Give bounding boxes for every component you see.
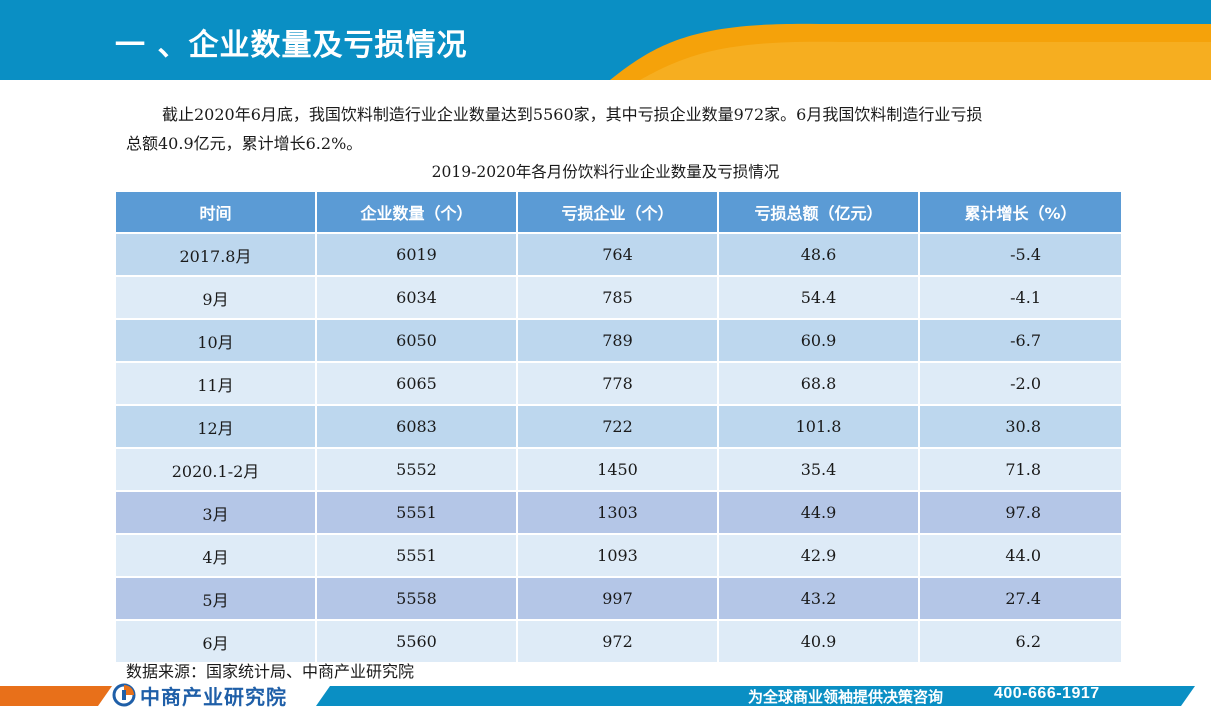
table-row: 2020.1-2月 5552 1450 35.4 71.8 — [116, 447, 1121, 491]
cell-loss-companies: 1303 — [517, 490, 719, 534]
cell-loss-companies: 722 — [517, 404, 719, 448]
cell-company-count: 5558 — [316, 576, 518, 620]
cell-time: 9月 — [116, 275, 317, 319]
table-row: 2017.8月 6019 764 48.6 -5.4 — [116, 232, 1121, 276]
cell-loss-companies: 1450 — [517, 447, 719, 491]
column-header-total-loss: 亏损总额（亿元） — [718, 192, 920, 233]
cell-time: 4月 — [116, 533, 317, 577]
cell-total-loss: 54.4 — [718, 275, 920, 319]
footer-bar — [0, 682, 1211, 716]
cell-company-count: 5560 — [316, 619, 518, 662]
cell-company-count: 6019 — [316, 232, 518, 276]
data-table: 时间 企业数量（个） 亏损企业（个） 亏损总额（亿元） 累计增长（%） 2017… — [116, 192, 1121, 662]
cell-cumulative-growth: 27.4 — [919, 576, 1121, 620]
cell-loss-companies: 764 — [517, 232, 719, 276]
cell-total-loss: 40.9 — [718, 619, 920, 662]
cell-total-loss: 43.2 — [718, 576, 920, 620]
footer-phone: 400-666-1917 — [994, 685, 1100, 702]
cell-company-count: 6034 — [316, 275, 518, 319]
cell-cumulative-growth: -2.0 — [919, 361, 1121, 405]
intro-line-1: 截止2020年6月底，我国饮料制造行业企业数量达到5560家，其中亏损企业数量9… — [162, 105, 983, 124]
table-row: 9月 6034 785 54.4 -4.1 — [116, 275, 1121, 319]
cell-cumulative-growth: 44.0 — [919, 533, 1121, 577]
cell-total-loss: 68.8 — [718, 361, 920, 405]
cell-time: 2020.1-2月 — [116, 447, 317, 491]
cell-time: 3月 — [116, 490, 317, 534]
cell-time: 10月 — [116, 318, 317, 362]
column-header-cumulative-growth: 累计增长（%） — [919, 192, 1121, 233]
cell-loss-companies: 972 — [517, 619, 719, 662]
cell-loss-companies: 997 — [517, 576, 719, 620]
table-row: 5月 5558 997 43.2 27.4 — [116, 576, 1121, 620]
logo-icon — [112, 683, 136, 707]
table-header-row: 时间 企业数量（个） 亏损企业（个） 亏损总额（亿元） 累计增长（%） — [116, 192, 1121, 233]
table-row: 4月 5551 1093 42.9 44.0 — [116, 533, 1121, 577]
table-row: 12月 6083 722 101.8 30.8 — [116, 404, 1121, 448]
cell-total-loss: 60.9 — [718, 318, 920, 362]
cell-cumulative-growth: 30.8 — [919, 404, 1121, 448]
column-header-loss-companies: 亏损企业（个） — [517, 192, 719, 233]
company-logo: 中商产业研究院 — [112, 683, 287, 709]
header-banner: 一 、企业数量及亏损情况 — [0, 0, 1211, 80]
cell-company-count: 6083 — [316, 404, 518, 448]
table-row: 6月 5560 972 40.9 6.2 — [116, 619, 1121, 662]
table-caption: 2019-2020年各月份饮料行业企业数量及亏损情况 — [431, 163, 780, 181]
cell-loss-companies: 789 — [517, 318, 719, 362]
header-background — [0, 0, 1211, 80]
footer-slogan: 为全球商业领袖提供决策咨询 — [748, 688, 944, 706]
cell-cumulative-growth: -6.7 — [919, 318, 1121, 362]
cell-company-count: 5551 — [316, 490, 518, 534]
cell-total-loss: 42.9 — [718, 533, 920, 577]
cell-time: 2017.8月 — [116, 232, 317, 276]
cell-time: 6月 — [116, 619, 317, 662]
page-title: 一 、企业数量及亏损情况 — [115, 28, 468, 63]
table-row: 3月 5551 1303 44.9 97.8 — [116, 490, 1121, 534]
cell-time: 11月 — [116, 361, 317, 405]
cell-cumulative-growth: -4.1 — [919, 275, 1121, 319]
cell-total-loss: 44.9 — [718, 490, 920, 534]
cell-cumulative-growth: -5.4 — [919, 232, 1121, 276]
source-note: 数据来源：国家统计局、中商产业研究院 — [126, 662, 415, 681]
intro-paragraph: 截止2020年6月底，我国饮料制造行业企业数量达到5560家，其中亏损企业数量9… — [126, 98, 1106, 160]
cell-cumulative-growth: 6.2 — [919, 619, 1121, 662]
cell-company-count: 5552 — [316, 447, 518, 491]
cell-company-count: 6065 — [316, 361, 518, 405]
cell-loss-companies: 778 — [517, 361, 719, 405]
table-row: 11月 6065 778 68.8 -2.0 — [116, 361, 1121, 405]
cell-time: 5月 — [116, 576, 317, 620]
column-header-company-count: 企业数量（个） — [316, 192, 518, 233]
cell-cumulative-growth: 71.8 — [919, 447, 1121, 491]
column-header-time: 时间 — [116, 192, 317, 233]
intro-line-2: 总额40.9亿元，累计增长6.2%。 — [126, 134, 363, 153]
cell-time: 12月 — [116, 404, 317, 448]
cell-loss-companies: 1093 — [517, 533, 719, 577]
cell-total-loss: 48.6 — [718, 232, 920, 276]
cell-total-loss: 101.8 — [718, 404, 920, 448]
table-row: 10月 6050 789 60.9 -6.7 — [116, 318, 1121, 362]
footer-background — [0, 686, 1195, 706]
cell-cumulative-growth: 97.8 — [919, 490, 1121, 534]
cell-company-count: 5551 — [316, 533, 518, 577]
logo-text: 中商产业研究院 — [140, 684, 287, 709]
cell-loss-companies: 785 — [517, 275, 719, 319]
cell-company-count: 6050 — [316, 318, 518, 362]
cell-total-loss: 35.4 — [718, 447, 920, 491]
